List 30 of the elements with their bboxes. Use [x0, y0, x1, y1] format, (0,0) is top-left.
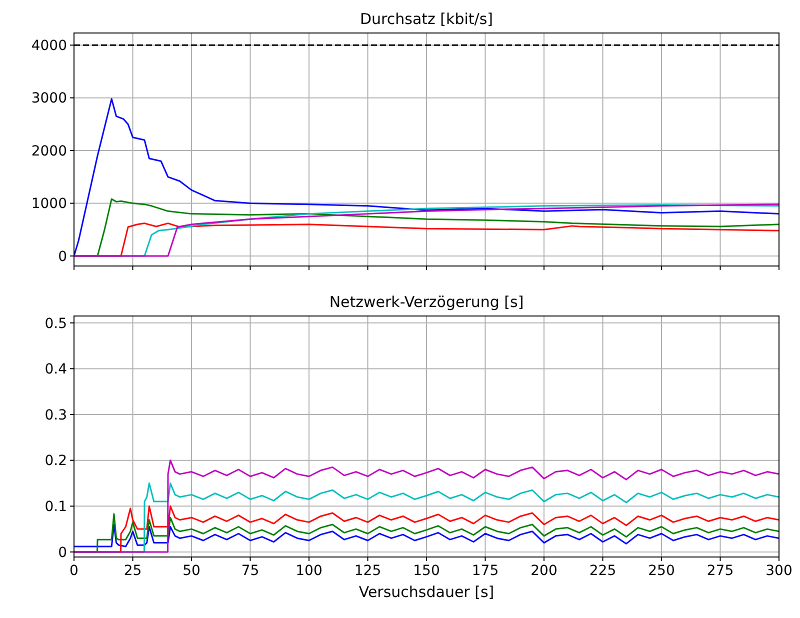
x-tick-label: 125 — [354, 563, 382, 579]
x-tick-label: 150 — [413, 563, 440, 579]
y-tick-label: 1000 — [31, 196, 67, 212]
x-tick-label: 75 — [241, 563, 260, 579]
y-tick-label: 0.2 — [44, 453, 67, 470]
x-tick-label: 225 — [589, 563, 616, 579]
line-series — [74, 460, 779, 553]
x-tick-label: 250 — [648, 563, 675, 579]
chart-title: Durchsatz [kbit/s] — [360, 10, 494, 28]
x-tick-label: 275 — [706, 563, 734, 579]
x-tick-label: 175 — [472, 563, 499, 579]
x-tick-label: 25 — [124, 563, 142, 579]
x-tick-label: 200 — [530, 563, 558, 579]
y-tick-label: 0.3 — [44, 407, 67, 424]
y-tick-label: 4000 — [31, 38, 67, 54]
chart-title: Netzwerk-Verzögerung [s] — [329, 293, 524, 311]
y-tick-label: 0 — [58, 544, 67, 561]
y-tick-label: 3000 — [31, 90, 67, 107]
line-series — [74, 98, 779, 257]
y-tick-label: 0.1 — [44, 499, 67, 516]
line-series — [74, 524, 779, 548]
x-tick-label: 50 — [182, 563, 200, 579]
y-tick-label: 0 — [58, 248, 67, 265]
y-tick-label: 2000 — [31, 143, 67, 160]
x-axis-title: Versuchsdauer [s] — [358, 583, 494, 601]
y-tick-label: 0.4 — [44, 362, 68, 378]
x-tick-label: 100 — [296, 563, 322, 579]
y-tick-label: 0.5 — [44, 316, 67, 332]
x-tick-label: 0 — [70, 563, 78, 579]
x-tick-label: 300 — [766, 563, 792, 579]
